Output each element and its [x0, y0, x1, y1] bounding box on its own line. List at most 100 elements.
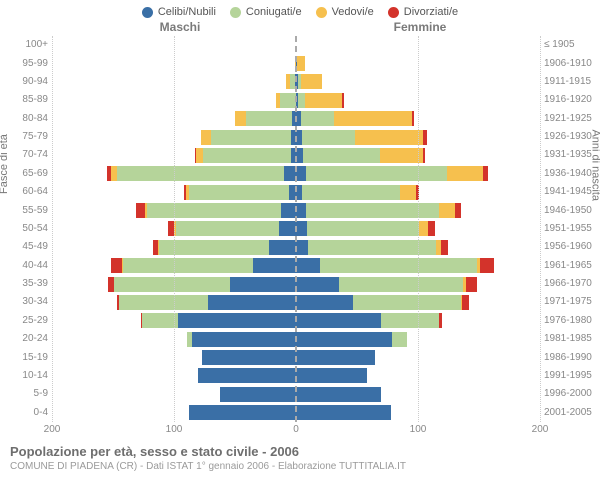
gender-headers: Maschi Femmine [0, 20, 600, 36]
chart-title: Popolazione per età, sesso e stato civil… [10, 444, 590, 459]
bar-segment [123, 258, 254, 273]
age-label: 45-49 [22, 238, 48, 256]
bar-segment [412, 111, 414, 126]
birth-label: 1906-1910 [544, 54, 592, 72]
legend-swatch [388, 7, 399, 18]
x-tick: 100 [166, 424, 183, 435]
bar-segment [301, 74, 322, 89]
birth-label: 1966-1970 [544, 275, 592, 293]
bar-segment [305, 93, 343, 108]
birth-label: 1941-1945 [544, 183, 592, 201]
legend-label: Vedovi/e [332, 6, 374, 18]
birth-label: 1961-1965 [544, 257, 592, 275]
y-axis-right-title: Anni di nascita [590, 129, 600, 201]
bar-segment [202, 350, 296, 365]
age-label: 95-99 [22, 54, 48, 72]
age-label: 75-79 [22, 128, 48, 146]
bar-segment [208, 295, 296, 310]
bar-segment [211, 130, 292, 145]
bar-segment [419, 221, 428, 236]
bar-segment [279, 221, 296, 236]
bar-segment [192, 332, 296, 347]
bar-segment [178, 313, 296, 328]
legend: Celibi/NubiliConiugati/eVedovi/eDivorzia… [0, 0, 600, 20]
bar-segment [423, 148, 425, 163]
bar-segment [201, 130, 211, 145]
bar-segment [428, 221, 435, 236]
footer: Popolazione per età, sesso e stato civil… [0, 438, 600, 472]
age-label: 0-4 [34, 404, 48, 422]
bar-segment [281, 203, 296, 218]
bar-segment [111, 258, 122, 273]
bar-segment [220, 387, 296, 402]
bar-segment [339, 277, 463, 292]
legend-swatch [142, 7, 153, 18]
x-tick: 200 [44, 424, 61, 435]
age-label: 35-39 [22, 275, 48, 293]
legend-item: Vedovi/e [316, 6, 374, 18]
bar-segment [462, 295, 469, 310]
bar-segment [269, 240, 296, 255]
birth-label: 1911-1915 [544, 73, 591, 91]
bar-segment [296, 295, 353, 310]
bar-segment [353, 295, 460, 310]
grid-line [418, 36, 419, 422]
bar-segment [302, 185, 400, 200]
age-label: 15-19 [22, 348, 48, 366]
bar-segment [439, 313, 443, 328]
chart-subtitle: COMUNE DI PIADENA (CR) - Dati ISTAT 1° g… [10, 459, 590, 472]
bar-segment [235, 111, 246, 126]
legend-label: Coniugati/e [246, 6, 302, 18]
bar-segment [355, 130, 423, 145]
bar-segment [307, 221, 419, 236]
bar-segment [230, 277, 296, 292]
bar-segment [196, 148, 203, 163]
bar-segment [320, 258, 476, 273]
bar-segment [119, 295, 208, 310]
bar-segment [246, 111, 292, 126]
bar-segment [296, 221, 307, 236]
bar-segment [480, 258, 493, 273]
bar-segment [280, 93, 296, 108]
birth-label: 1936-1940 [544, 165, 592, 183]
age-label: 10-14 [22, 367, 48, 385]
bar-segment [306, 166, 448, 181]
age-label: 40-44 [22, 257, 48, 275]
grid-line [52, 36, 53, 422]
legend-label: Celibi/Nubili [158, 6, 216, 18]
x-axis: 2001000100200 [0, 422, 600, 438]
bar-segment [423, 130, 427, 145]
bar-segment [296, 166, 306, 181]
legend-item: Coniugati/e [230, 6, 302, 18]
age-label: 30-34 [22, 293, 48, 311]
bar-segment [296, 148, 303, 163]
age-label: 65-69 [22, 165, 48, 183]
age-label: 60-64 [22, 183, 48, 201]
birth-label: 1991-1995 [544, 367, 592, 385]
bar-segment [296, 203, 306, 218]
bar-segment [114, 277, 230, 292]
birth-label: 1996-2000 [544, 385, 592, 403]
legend-item: Celibi/Nubili [142, 6, 216, 18]
bar-segment [380, 148, 423, 163]
age-label: 5-9 [34, 385, 48, 403]
bar-segment [297, 56, 304, 71]
center-line [295, 36, 297, 422]
header-male: Maschi [60, 20, 300, 34]
y-labels-birth: ≤ 19051906-19101911-19151916-19201921-19… [540, 36, 596, 422]
birth-label: 2001-2005 [544, 404, 592, 422]
bar-segment [296, 387, 381, 402]
bar-segment [296, 240, 308, 255]
bar-segment [296, 258, 320, 273]
birth-label: 1976-1980 [544, 312, 592, 330]
birth-label: 1981-1985 [544, 330, 592, 348]
grid-line [174, 36, 175, 422]
birth-label: 1921-1925 [544, 110, 592, 128]
bar-segment [466, 277, 477, 292]
bar-segment [302, 130, 354, 145]
birth-label: 1916-1920 [544, 91, 592, 109]
bar-segment [301, 111, 334, 126]
bar-segment [455, 203, 461, 218]
birth-label: 1951-1955 [544, 220, 592, 238]
bar-segment [296, 405, 391, 420]
